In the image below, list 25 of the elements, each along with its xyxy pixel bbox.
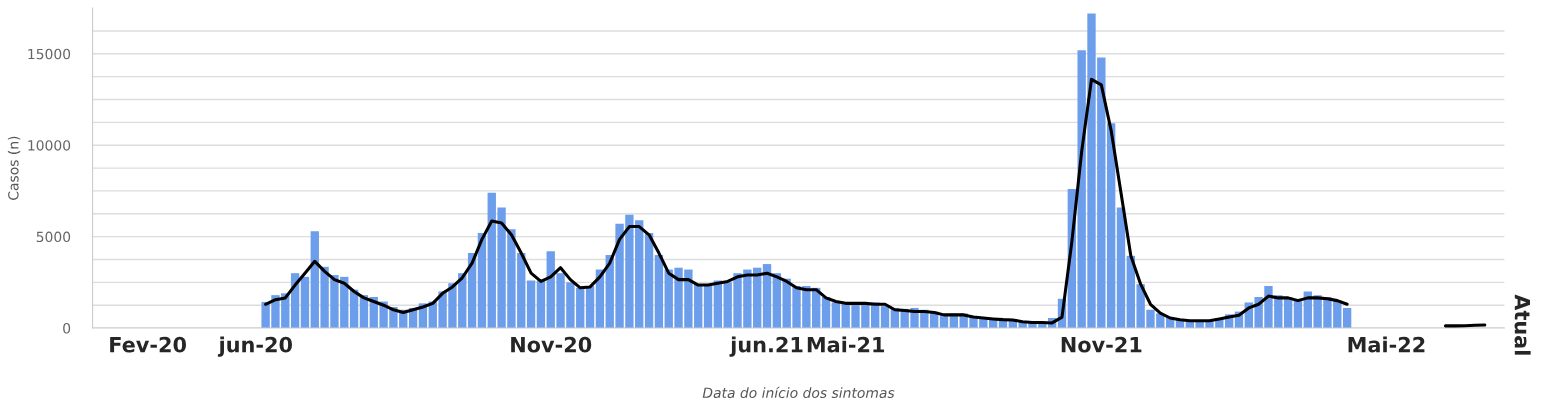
y-tick-label: 10000 [28,140,71,151]
bar [1116,207,1126,329]
bar [526,280,536,329]
x-tick-label: Nov-20 [511,336,592,353]
x-tick-label: Nov-21 [1061,336,1142,353]
x-tick-label: Mai-21 [807,336,885,353]
bar [762,264,772,329]
x-tick-label: Mai-22 [1348,336,1425,353]
y-tick-label: 0 [63,323,71,334]
bar [1342,307,1352,329]
text: Atual [1514,294,1531,355]
y-tick-label: 5000 [36,231,71,243]
bar [880,306,890,329]
bar [300,276,310,329]
y-tick-label: 15000 [28,48,71,60]
x-axis-title: Data do início dos sintomas [702,386,895,399]
x-tick-label: jun-20 [217,336,293,357]
bar [831,302,841,329]
x-tick-label: jun.21 [729,336,803,357]
y-axis-title: Casos (n) [7,136,21,200]
bar [654,254,664,329]
bar [536,280,546,329]
bar [703,286,713,329]
bar [644,232,654,329]
x-tick-label: Fev-20 [110,336,187,353]
